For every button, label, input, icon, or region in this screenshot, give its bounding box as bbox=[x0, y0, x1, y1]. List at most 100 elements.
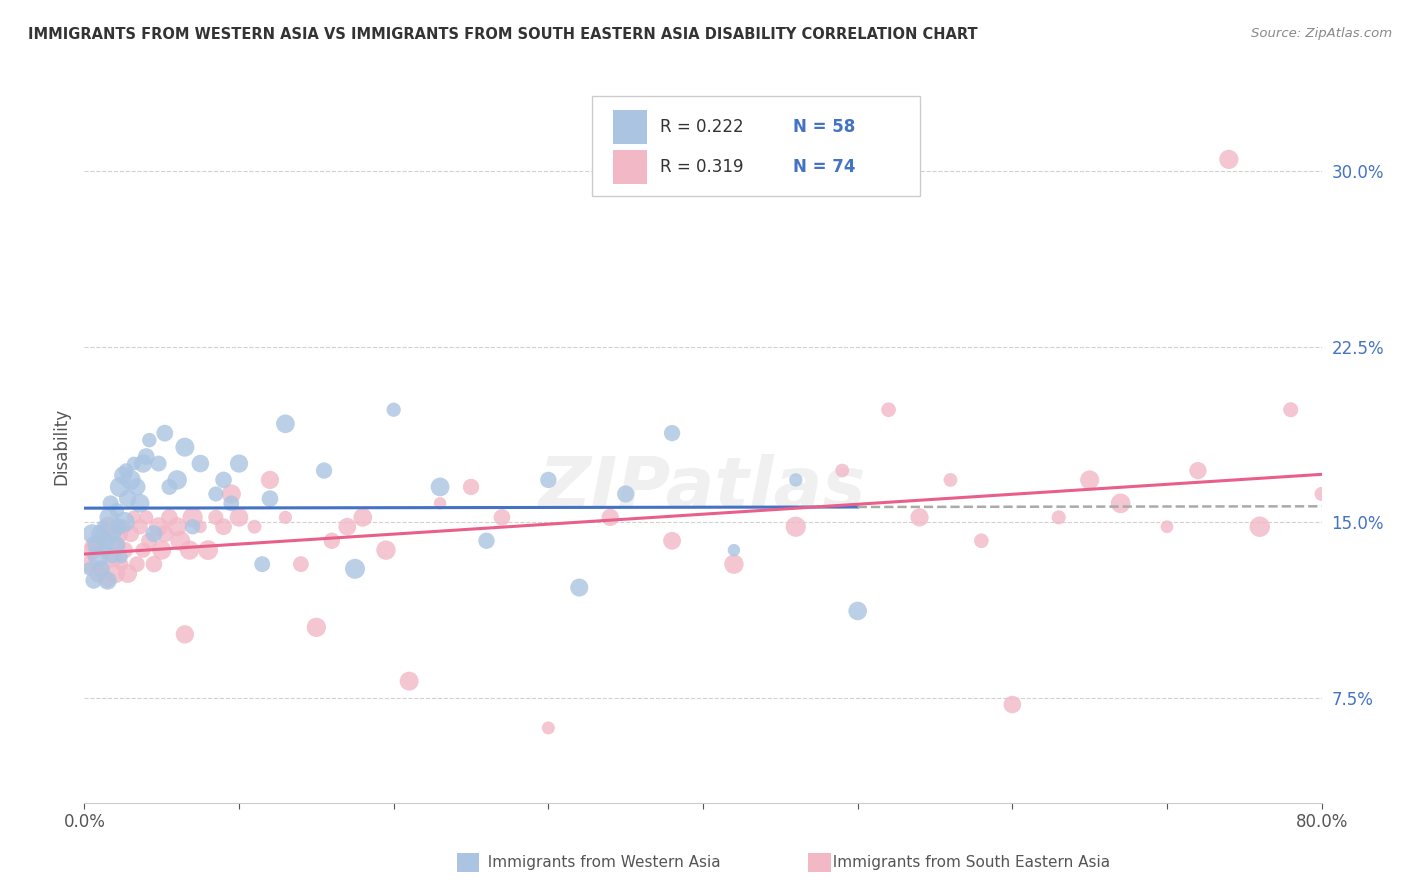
Point bbox=[228, 457, 250, 471]
Point bbox=[174, 627, 197, 641]
Point bbox=[343, 562, 366, 576]
Point bbox=[120, 526, 142, 541]
Point bbox=[91, 519, 114, 533]
Point bbox=[429, 480, 451, 494]
Point bbox=[129, 496, 152, 510]
Point bbox=[108, 480, 131, 494]
Point bbox=[104, 538, 127, 552]
Point bbox=[188, 457, 211, 471]
Point bbox=[1156, 519, 1178, 533]
Point bbox=[105, 503, 128, 517]
Point bbox=[259, 473, 281, 487]
Point bbox=[205, 510, 228, 524]
Point bbox=[537, 721, 560, 735]
Point bbox=[77, 557, 100, 571]
Point bbox=[138, 433, 160, 447]
Point bbox=[103, 526, 125, 541]
Point bbox=[96, 574, 118, 588]
Point bbox=[614, 487, 637, 501]
Point bbox=[877, 402, 900, 417]
Point bbox=[785, 473, 807, 487]
Point bbox=[475, 533, 498, 548]
Point bbox=[132, 543, 155, 558]
Point bbox=[166, 519, 188, 533]
Point bbox=[179, 543, 201, 558]
Point bbox=[153, 426, 176, 441]
Point bbox=[114, 543, 136, 558]
FancyBboxPatch shape bbox=[613, 150, 647, 184]
Point bbox=[205, 487, 228, 501]
Point bbox=[125, 557, 148, 571]
Point bbox=[537, 473, 560, 487]
Point bbox=[86, 538, 108, 552]
Y-axis label: Disability: Disability bbox=[52, 408, 70, 484]
Point bbox=[96, 574, 118, 588]
Point bbox=[122, 457, 145, 471]
Point bbox=[87, 566, 110, 581]
Point bbox=[143, 526, 166, 541]
Point bbox=[150, 543, 173, 558]
Point bbox=[138, 533, 160, 548]
Point bbox=[460, 480, 482, 494]
Text: Source: ZipAtlas.com: Source: ZipAtlas.com bbox=[1251, 27, 1392, 40]
Point bbox=[114, 515, 136, 529]
Point bbox=[117, 491, 139, 506]
Point bbox=[87, 550, 110, 565]
Point bbox=[1249, 519, 1271, 533]
Point bbox=[94, 533, 117, 548]
Point bbox=[970, 533, 993, 548]
Text: ZIPatlas: ZIPatlas bbox=[540, 454, 866, 524]
Text: N = 74: N = 74 bbox=[793, 158, 856, 176]
Point bbox=[398, 674, 420, 689]
Point bbox=[491, 510, 513, 524]
Text: R = 0.222: R = 0.222 bbox=[659, 118, 744, 136]
Point bbox=[174, 440, 197, 454]
Point bbox=[169, 533, 191, 548]
Point bbox=[661, 426, 683, 441]
Point bbox=[374, 543, 398, 558]
Point bbox=[115, 464, 138, 478]
Point bbox=[661, 533, 683, 548]
Point bbox=[83, 574, 105, 588]
Text: N = 58: N = 58 bbox=[793, 118, 856, 136]
Point bbox=[243, 519, 266, 533]
Point bbox=[153, 526, 176, 541]
Point bbox=[110, 550, 132, 565]
Point bbox=[429, 496, 451, 510]
Point bbox=[846, 604, 869, 618]
Point bbox=[212, 519, 235, 533]
Point bbox=[107, 519, 129, 533]
Point bbox=[148, 519, 170, 533]
Point bbox=[104, 566, 127, 581]
Point bbox=[1047, 510, 1070, 524]
Text: Immigrants from Western Asia: Immigrants from Western Asia bbox=[478, 855, 721, 870]
Point bbox=[101, 550, 124, 565]
Text: Immigrants from South Eastern Asia: Immigrants from South Eastern Asia bbox=[823, 855, 1109, 870]
Point bbox=[1187, 464, 1209, 478]
Point bbox=[132, 457, 155, 471]
Point bbox=[82, 526, 104, 541]
Point bbox=[219, 496, 242, 510]
Point bbox=[159, 510, 180, 524]
Point bbox=[135, 450, 157, 464]
Point bbox=[1109, 496, 1132, 510]
Point bbox=[117, 566, 139, 581]
Point bbox=[93, 543, 115, 558]
Point bbox=[181, 519, 204, 533]
Point bbox=[181, 510, 204, 524]
Point bbox=[98, 510, 121, 524]
Text: IMMIGRANTS FROM WESTERN ASIA VS IMMIGRANTS FROM SOUTH EASTERN ASIA DISABILITY CO: IMMIGRANTS FROM WESTERN ASIA VS IMMIGRAN… bbox=[28, 27, 977, 42]
Point bbox=[228, 510, 250, 524]
Point bbox=[1341, 480, 1364, 494]
Point bbox=[336, 519, 359, 533]
Point bbox=[148, 457, 170, 471]
Point bbox=[89, 526, 111, 541]
Point bbox=[197, 543, 219, 558]
Point bbox=[274, 417, 297, 431]
Point bbox=[159, 480, 180, 494]
Point bbox=[135, 510, 157, 524]
Point bbox=[100, 496, 122, 510]
Point bbox=[723, 557, 745, 571]
Point bbox=[723, 543, 745, 558]
Point bbox=[166, 473, 188, 487]
